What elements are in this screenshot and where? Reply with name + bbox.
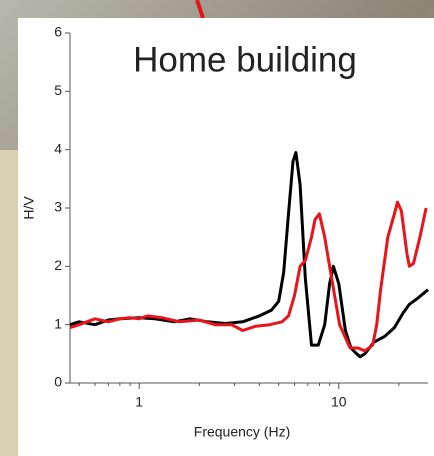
x-axis-label: Frequency (Hz)	[194, 424, 290, 440]
y-tick-label: 4	[54, 140, 62, 156]
chart-title: Home building	[133, 40, 357, 79]
x-tick-label: 10	[331, 394, 347, 410]
y-tick-label: 0	[54, 374, 62, 390]
chart-panel	[18, 18, 434, 456]
x-tick-label: 1	[135, 394, 143, 410]
y-tick-label: 2	[54, 257, 62, 273]
y-tick-label: 5	[54, 82, 62, 98]
y-tick-label: 1	[54, 315, 62, 331]
y-tick-label: 6	[54, 24, 62, 40]
series-line	[69, 200, 428, 353]
photo-strip	[0, 150, 18, 456]
photo-arrow	[195, 0, 205, 19]
y-tick-label: 3	[54, 199, 62, 215]
y-axis-label: H/V	[21, 196, 37, 220]
